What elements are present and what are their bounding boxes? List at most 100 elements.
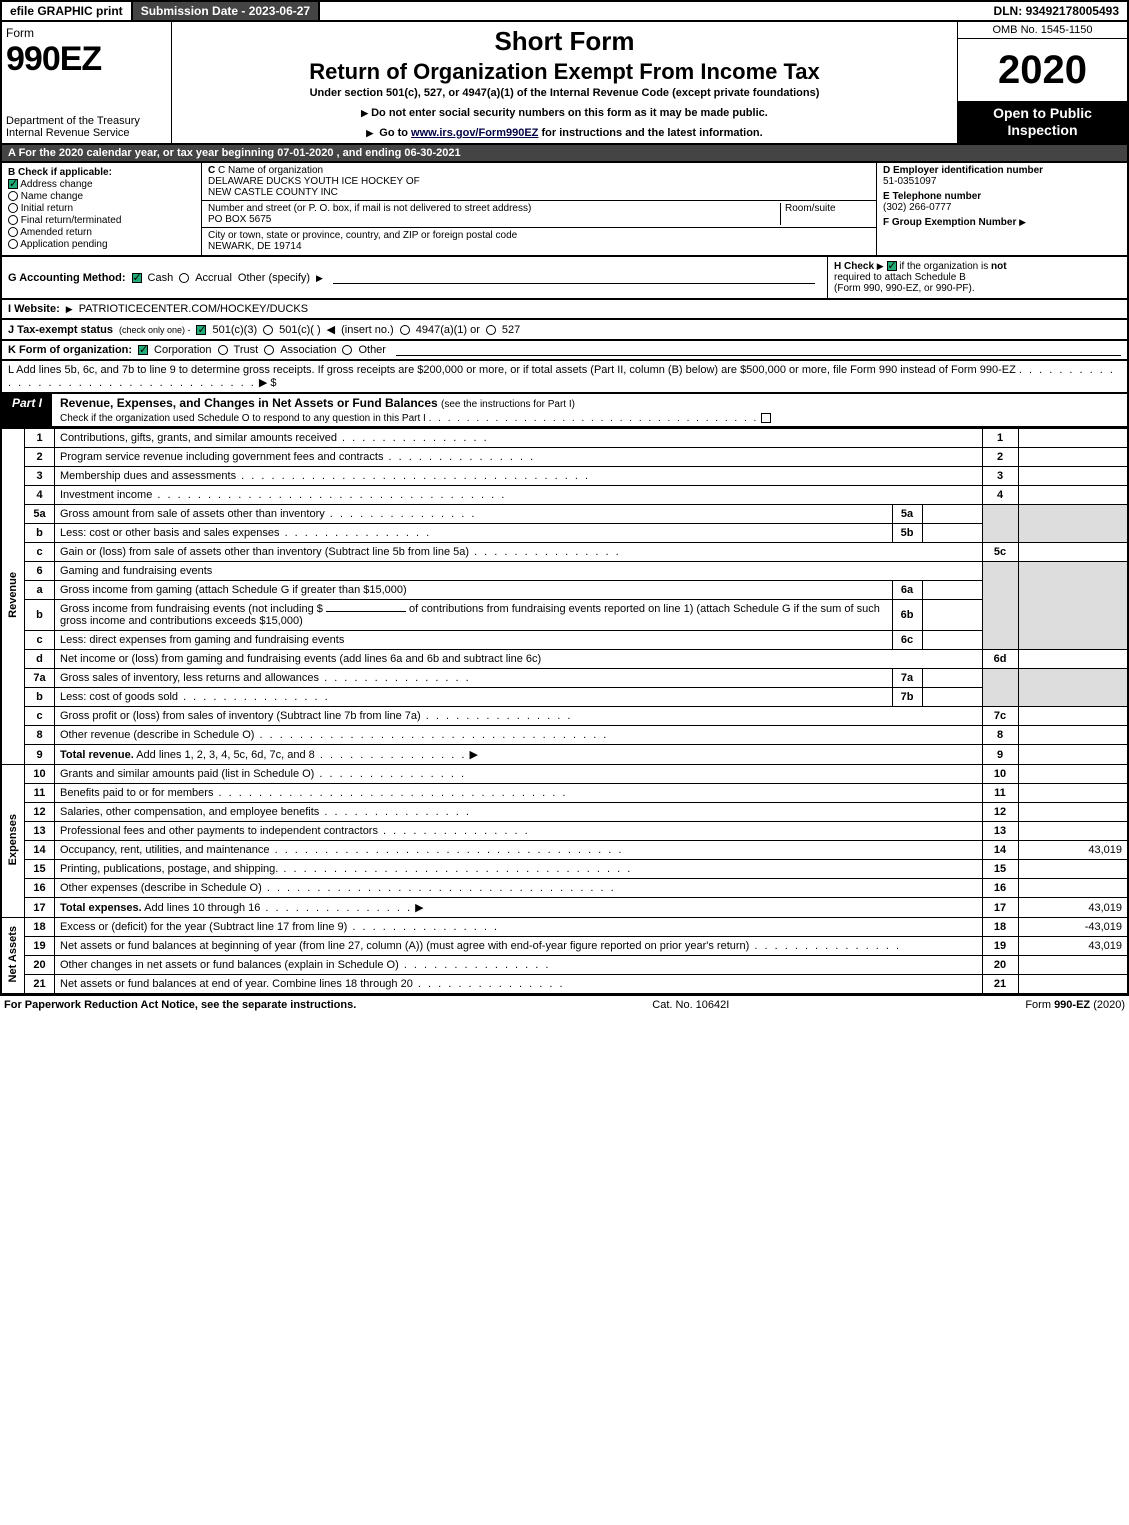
c-name-value1: DELAWARE DUCKS YOUTH ICE HOCKEY OF	[208, 176, 870, 187]
form-header: Form 990EZ Department of the Treasury In…	[0, 20, 1129, 145]
iln-7b: 7b	[892, 688, 922, 707]
h-not: not	[991, 261, 1007, 272]
line-4-desc: Investment income	[55, 486, 983, 505]
ln-6d: d	[25, 650, 55, 669]
box-20: 20	[982, 956, 1018, 975]
box-10: 10	[982, 765, 1018, 784]
ln-18: 18	[25, 918, 55, 937]
radio-icon	[486, 325, 496, 335]
line-17-desc: Total expenses. Add lines 10 through 16 …	[55, 898, 983, 918]
irs-link[interactable]: www.irs.gov/Form990EZ	[411, 127, 538, 139]
amt-10	[1018, 765, 1128, 784]
ln-11: 11	[25, 784, 55, 803]
k-assoc: Association	[280, 344, 336, 356]
dir2-post: for instructions and the latest informat…	[541, 127, 762, 139]
side-revenue: Revenue	[1, 429, 25, 765]
amt-17: 43,019	[1018, 898, 1128, 918]
amt-5c	[1018, 543, 1128, 562]
radio-icon	[342, 345, 352, 355]
box-4: 4	[982, 486, 1018, 505]
ln-6b: b	[25, 600, 55, 631]
arrow-icon	[1019, 217, 1026, 228]
check-amended-return[interactable]: Amended return	[8, 227, 195, 238]
ln-5a: 5a	[25, 505, 55, 524]
amt-12	[1018, 803, 1128, 822]
line-1-desc: Contributions, gifts, grants, and simila…	[55, 429, 983, 448]
radio-icon	[8, 239, 18, 249]
l-amount-arrow: ▶ $	[259, 377, 277, 389]
iln-6a: 6a	[892, 581, 922, 600]
amt-16	[1018, 879, 1128, 898]
box-14: 14	[982, 841, 1018, 860]
e-phone-label: E Telephone number	[883, 191, 1121, 202]
box-21: 21	[982, 975, 1018, 995]
dept-treasury: Department of the Treasury	[6, 115, 167, 127]
dln: DLN: 93492178005493	[986, 2, 1127, 20]
ln-21: 21	[25, 975, 55, 995]
shade-7ab	[982, 669, 1018, 707]
d-ein-value: 51-0351097	[883, 176, 1121, 187]
part1-checkline: Check if the organization used Schedule …	[60, 413, 771, 424]
directive-link: Go to www.irs.gov/Form990EZ for instruct…	[180, 127, 949, 139]
top-bar: efile GRAPHIC print Submission Date - 20…	[0, 0, 1129, 20]
radio-icon	[8, 215, 18, 225]
line-3-desc: Membership dues and assessments	[55, 467, 983, 486]
ln-19: 19	[25, 937, 55, 956]
ln-13: 13	[25, 822, 55, 841]
box-3: 3	[982, 467, 1018, 486]
ln-7b: b	[25, 688, 55, 707]
ival-6a	[922, 581, 982, 600]
ival-7a	[922, 669, 982, 688]
checkbox-icon[interactable]	[761, 413, 771, 423]
room-label: Room/suite	[785, 203, 870, 214]
ln-6: 6	[25, 562, 55, 581]
check-name-change[interactable]: Name change	[8, 191, 195, 202]
line-8-desc: Other revenue (describe in Schedule O)	[55, 726, 983, 745]
directive-ssn: Do not enter social security numbers on …	[180, 107, 949, 119]
iln-6c: 6c	[892, 631, 922, 650]
ln-20: 20	[25, 956, 55, 975]
line-10-desc: Grants and similar amounts paid (list in…	[55, 765, 983, 784]
box-8: 8	[982, 726, 1018, 745]
line-20-desc: Other changes in net assets or fund bala…	[55, 956, 983, 975]
check-final-return[interactable]: Final return/terminated	[8, 215, 195, 226]
ln-10: 10	[25, 765, 55, 784]
box-5c: 5c	[982, 543, 1018, 562]
i-website: PATRIOTICECENTER.COM/HOCKEY/DUCKS	[79, 303, 308, 315]
line-7a-desc: Gross sales of inventory, less returns a…	[55, 669, 893, 688]
check-application-pending[interactable]: Application pending	[8, 239, 195, 250]
h-text3: (Form 990, 990-EZ, or 990-PF).	[834, 283, 975, 294]
amt-18: -43,019	[1018, 918, 1128, 937]
amt-14: 43,019	[1018, 841, 1128, 860]
amt-4	[1018, 486, 1128, 505]
radio-icon	[8, 227, 18, 237]
line-11-desc: Benefits paid to or for members	[55, 784, 983, 803]
col-b-checks: B Check if applicable: Address change Na…	[2, 163, 202, 255]
amt-2	[1018, 448, 1128, 467]
j-527: 527	[502, 324, 520, 336]
form-word: Form	[6, 26, 167, 40]
check-initial-return[interactable]: Initial return	[8, 203, 195, 214]
shade-amt-5ab	[1018, 505, 1128, 543]
ln-3: 3	[25, 467, 55, 486]
row-l: L Add lines 5b, 6c, and 7b to line 9 to …	[0, 361, 1129, 394]
footer-cat: Cat. No. 10642I	[652, 999, 729, 1011]
check-address-change[interactable]: Address change	[8, 179, 195, 190]
row-gh: G Accounting Method: Cash Accrual Other …	[0, 257, 1129, 300]
amt-3	[1018, 467, 1128, 486]
ival-6b	[922, 600, 982, 631]
radio-icon	[8, 203, 18, 213]
l-text: L Add lines 5b, 6c, and 7b to line 9 to …	[8, 364, 1016, 376]
form-number: 990EZ	[6, 40, 167, 79]
k-corp: Corporation	[154, 344, 211, 356]
ival-6c	[922, 631, 982, 650]
c-name-label: C C Name of organization	[208, 165, 870, 176]
box-16: 16	[982, 879, 1018, 898]
box-11: 11	[982, 784, 1018, 803]
blank-line	[396, 344, 1121, 356]
city-value: NEWARK, DE 19714	[208, 241, 870, 252]
tax-year: 2020	[958, 39, 1127, 101]
amt-21	[1018, 975, 1128, 995]
dln-label: DLN:	[994, 4, 1023, 18]
checkbox-icon	[887, 261, 897, 271]
